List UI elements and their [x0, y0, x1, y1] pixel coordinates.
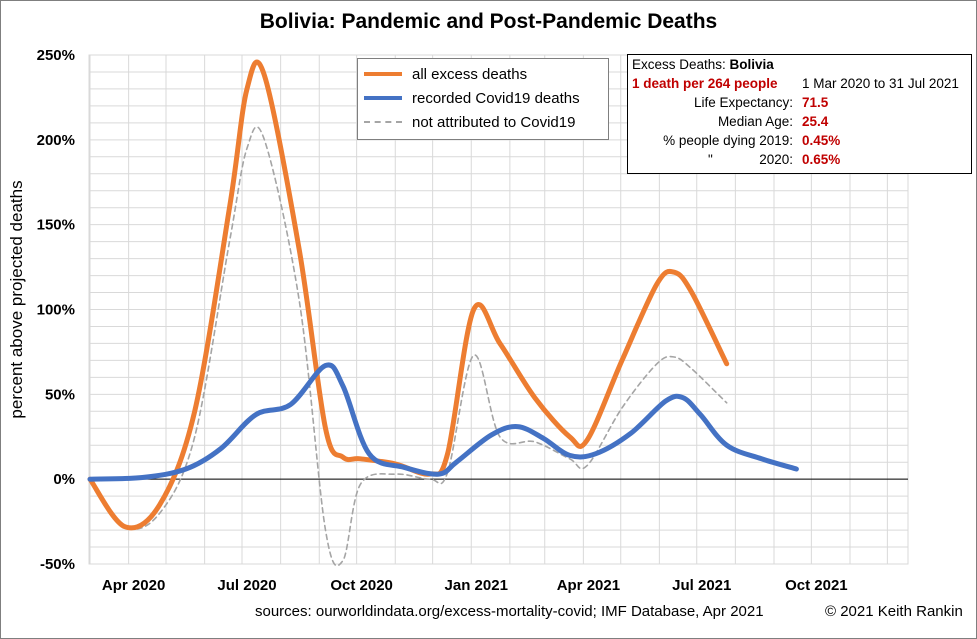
legend-item-all-excess: all excess deaths — [364, 64, 527, 84]
series-not-attributed — [89, 126, 728, 567]
copyright-note: © 2021 Keith Rankin — [825, 603, 963, 620]
x-tick-label: Jan 2021 — [445, 577, 508, 594]
series-recorded-covid-deaths — [87, 362, 799, 482]
x-tick-label: Jul 2020 — [217, 577, 276, 594]
legend-item-not-attributed: not attributed to Covid19 — [364, 112, 575, 132]
y-tick-label: 200% — [37, 132, 75, 149]
y-tick-label: 0% — [53, 471, 75, 488]
y-axis-label: percent above projected deaths — [7, 180, 26, 418]
y-tick-label: 150% — [37, 217, 75, 234]
info-life-exp-label: Life Expectancy: — [693, 95, 793, 110]
info-heading-label: Excess Deaths: — [632, 57, 730, 72]
info-dying-2020-label: 2020: — [759, 152, 793, 167]
y-tick-label: 50% — [45, 386, 75, 403]
info-heading-country: Bolivia — [729, 57, 774, 72]
chart-title: Bolivia: Pandemic and Post-Pandemic Deat… — [0, 10, 977, 34]
title-rest: : Pandemic and Post-Pandemic Deaths — [328, 10, 718, 33]
info-life-exp-value: 71.5 — [802, 95, 829, 110]
x-tick-label: Apr 2021 — [557, 577, 620, 594]
info-heading: Excess Deaths: Bolivia — [632, 56, 774, 74]
legend-label-covid: recorded Covid19 deaths — [412, 89, 580, 107]
legend-label-not-attributed: not attributed to Covid19 — [412, 113, 576, 131]
x-tick-label: Oct 2021 — [785, 577, 848, 594]
y-tick-label: 250% — [37, 47, 75, 64]
legend-label-all-excess: all excess deaths — [412, 65, 528, 83]
x-tick-label: Jul 2021 — [672, 577, 731, 594]
info-period: 1 Mar 2020 to 31 Jul 2021 — [802, 76, 959, 91]
x-tick-label: Oct 2020 — [330, 577, 393, 594]
y-tick-label: -50% — [40, 556, 75, 573]
legend-swatch-grey — [364, 121, 402, 123]
info-median-age-value: 25.4 — [802, 114, 829, 129]
legend-swatch-blue — [364, 96, 402, 100]
info-ditto-mark: " — [708, 152, 713, 167]
info-dying-2019-label: % people dying 2019: — [663, 133, 793, 148]
info-box: Excess Deaths: Bolivia 1 death per 264 p… — [627, 54, 972, 174]
chart-legend: all excess deaths recorded Covid19 death… — [357, 58, 609, 140]
info-dying-2020-value: 0.65% — [802, 152, 841, 167]
y-tick-label: 100% — [37, 302, 75, 319]
title-country: Bolivia — [259, 10, 329, 33]
info-median-age-label: Median Age: — [717, 114, 793, 129]
legend-item-covid: recorded Covid19 deaths — [364, 88, 580, 108]
info-death-rate: 1 death per 264 people — [632, 76, 778, 91]
x-tick-label: Apr 2020 — [102, 577, 165, 594]
info-dying-2019-value: 0.45% — [802, 133, 841, 148]
plot-border — [88, 54, 909, 565]
sources-note: sources: ourworldindata.org/excess-morta… — [255, 603, 764, 620]
legend-swatch-orange — [364, 72, 402, 76]
